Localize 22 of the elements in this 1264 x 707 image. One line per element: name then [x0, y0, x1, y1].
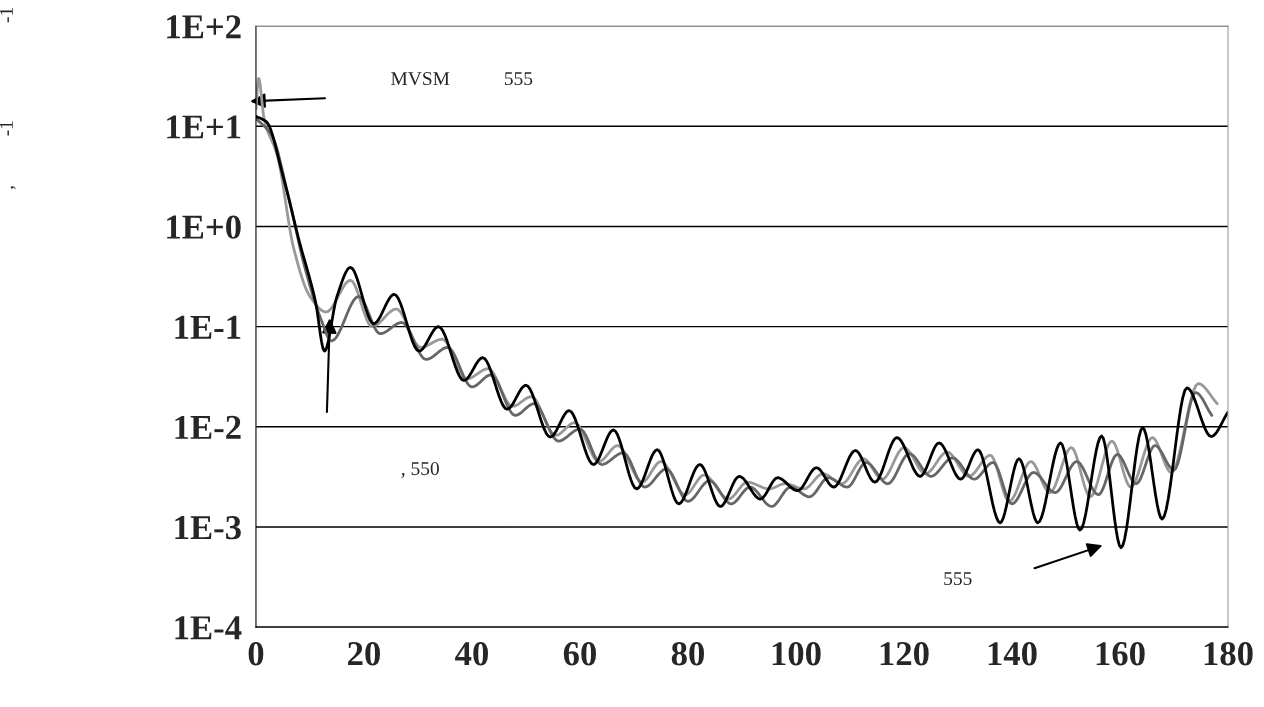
x-tick-label: 100: [772, 642, 821, 666]
y-tick-label: 1E-3: [175, 516, 241, 540]
y-tick-label: 1E-4: [175, 616, 242, 640]
x-tick-label: 40: [455, 642, 488, 666]
annotation: , 550: [401, 462, 439, 478]
y-tick-label: 1E+0: [167, 215, 241, 239]
x-tick-label: 60: [563, 642, 596, 666]
x-tick-label: 0: [248, 642, 264, 666]
x-tick-label: 20: [348, 642, 380, 666]
x-tick-label: 180: [1204, 642, 1253, 666]
y-tick-label: 1E+2: [167, 15, 241, 39]
text: , -1 -1: [0, 7, 16, 190]
y-tick-label: 1E-2: [175, 415, 241, 439]
annotation: 555: [504, 72, 533, 86]
annotation: 555: [944, 572, 972, 586]
y-tick-label: 1E-1: [175, 315, 241, 339]
x-tick-label: 140: [988, 642, 1037, 666]
y-tick-label: 1E+1: [167, 115, 241, 139]
x-tick-label: 160: [1096, 642, 1145, 666]
annotation: MVSM: [391, 72, 450, 86]
x-tick-label: 120: [880, 642, 929, 666]
x-tick-label: 80: [671, 642, 704, 666]
